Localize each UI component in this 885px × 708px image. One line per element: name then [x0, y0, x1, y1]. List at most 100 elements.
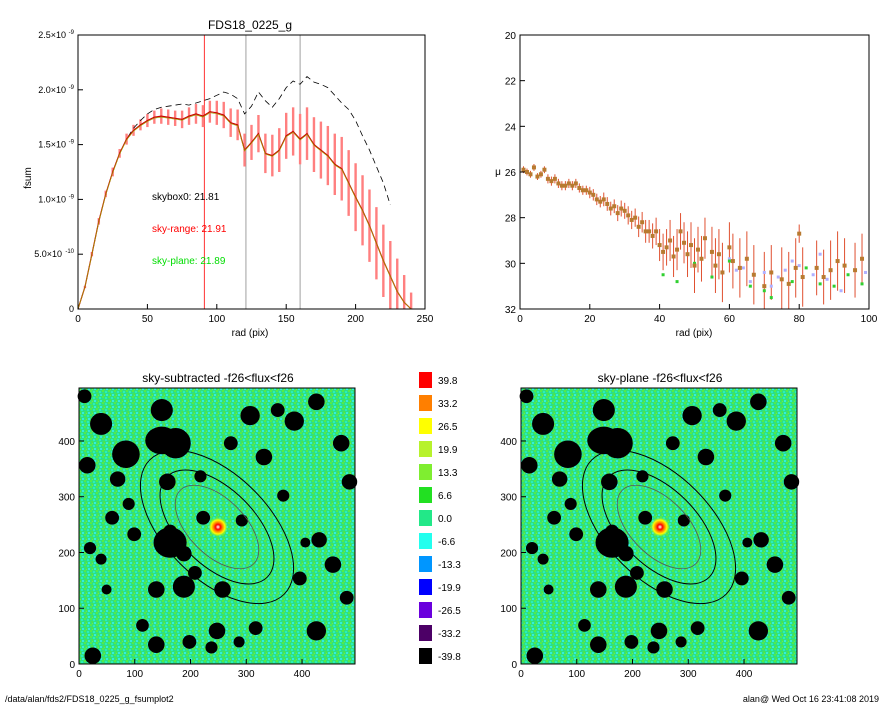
y-tick-label: 5.0×10 — [34, 249, 62, 259]
x-tick-label: 200 — [624, 669, 641, 680]
colorbar-swatch — [419, 648, 432, 664]
x-tick-label: 400 — [736, 669, 753, 680]
mu-point — [853, 268, 858, 273]
colorbar-swatch — [419, 418, 432, 434]
y-tick-label: 2.5×10 — [38, 30, 66, 40]
x-tick-labels: 0 50 100 150 200 250 — [75, 304, 434, 325]
mu-point — [675, 247, 680, 252]
mu-point — [612, 204, 617, 209]
y-tick-exponent: -9 — [69, 85, 75, 91]
masked-source — [519, 389, 534, 404]
y-tick-label: 1.0×10 — [38, 194, 66, 204]
masked-source — [122, 497, 135, 510]
masked-source — [734, 571, 749, 586]
mu-point-range — [790, 259, 794, 263]
mu-point — [573, 181, 578, 186]
mu-point — [699, 256, 704, 261]
mu-point-plane — [804, 266, 808, 270]
mu-point — [671, 254, 676, 259]
y-tick-label: 0 — [511, 660, 517, 671]
mu-point-range — [818, 252, 822, 256]
surface-brightness-points — [521, 164, 868, 309]
x-tick-label: 250 — [417, 314, 434, 325]
masked-source — [647, 641, 660, 654]
colorbar-label: -26.5 — [438, 606, 461, 617]
mu-point — [566, 181, 571, 186]
masked-source — [748, 621, 769, 641]
masked-source — [521, 457, 538, 474]
masked-source — [153, 527, 187, 558]
mu-point — [860, 256, 865, 261]
plot-title: FDS18_0225_g — [208, 18, 292, 32]
colorbar-label: -13.3 — [438, 560, 461, 571]
mu-point-range — [762, 270, 766, 274]
mu-point — [654, 229, 659, 234]
masked-source — [614, 575, 637, 598]
masked-source — [781, 590, 796, 605]
colorbar-swatch — [419, 625, 432, 641]
mu-point — [842, 263, 847, 268]
image-title: sky-plane -f26<flux<f26 — [598, 371, 723, 385]
mu-point — [668, 238, 673, 243]
colorbar-swatch — [419, 533, 432, 549]
masked-source — [150, 399, 173, 422]
y-tick-label: 20 — [505, 31, 517, 42]
y-tick-label: 24 — [505, 122, 517, 133]
masked-source — [569, 527, 584, 542]
galaxy-core — [650, 517, 670, 537]
mu-point — [531, 165, 536, 170]
masked-source — [656, 581, 673, 598]
mu-point — [702, 236, 707, 241]
colorbar-label: 6.6 — [438, 491, 452, 502]
y-tick-label: 400 — [58, 437, 75, 448]
x-tick-label: 200 — [182, 669, 199, 680]
colorbar: 39.8 33.2 26.5 19.9 13.3 6.6 0.0 -6.6 -13.3 -19.9… — [419, 372, 461, 664]
mu-point — [535, 174, 540, 179]
mu-point-plane — [710, 275, 714, 279]
x-tick-label: 150 — [278, 314, 295, 325]
mu-point — [598, 199, 603, 204]
masked-source — [587, 426, 621, 455]
footer-path: /data/alan/fds2/FDS18_0225_g_fsumplot2 — [5, 694, 174, 704]
masked-source — [127, 527, 142, 542]
masked-source — [624, 635, 639, 649]
masked-source — [595, 527, 629, 558]
y-axis-label: μ — [495, 167, 501, 178]
masked-source — [682, 405, 702, 426]
y-tick-exponent: -9 — [69, 30, 75, 36]
masked-source — [697, 448, 715, 466]
x-tick-label: 300 — [680, 669, 697, 680]
mu-point — [692, 263, 697, 268]
x-tick-label: 100 — [861, 314, 878, 325]
mu-point — [661, 249, 666, 254]
masked-source — [248, 621, 263, 636]
masked-source — [677, 514, 690, 527]
x-tick-labels: 0 100 200 300 400 — [518, 659, 753, 680]
mu-point-range — [797, 264, 801, 268]
masked-source — [690, 621, 705, 636]
mu-point — [695, 247, 700, 252]
masked-source — [341, 474, 358, 490]
mu-point — [587, 190, 592, 195]
masked-source — [270, 403, 285, 417]
mu-point-range — [864, 270, 868, 274]
y-tick-exponent: -10 — [65, 249, 74, 255]
mu-point — [828, 268, 833, 273]
mu-point-plane — [790, 280, 794, 284]
y-tick-exponent: -9 — [69, 140, 75, 146]
masked-source — [79, 457, 96, 474]
mu-point — [682, 240, 687, 245]
masked-source — [638, 510, 653, 525]
mu-point-range — [727, 257, 731, 261]
x-axis-label: rad (pix) — [676, 328, 713, 339]
masked-source — [145, 426, 179, 455]
masked-source — [205, 641, 218, 654]
mu-point — [605, 201, 610, 206]
mu-point — [619, 206, 624, 211]
mu-point — [626, 213, 631, 218]
aperture-ellipses — [139, 449, 295, 605]
mu-point — [542, 167, 547, 172]
masked-source — [592, 399, 615, 422]
aperture-ellipses — [581, 449, 737, 605]
